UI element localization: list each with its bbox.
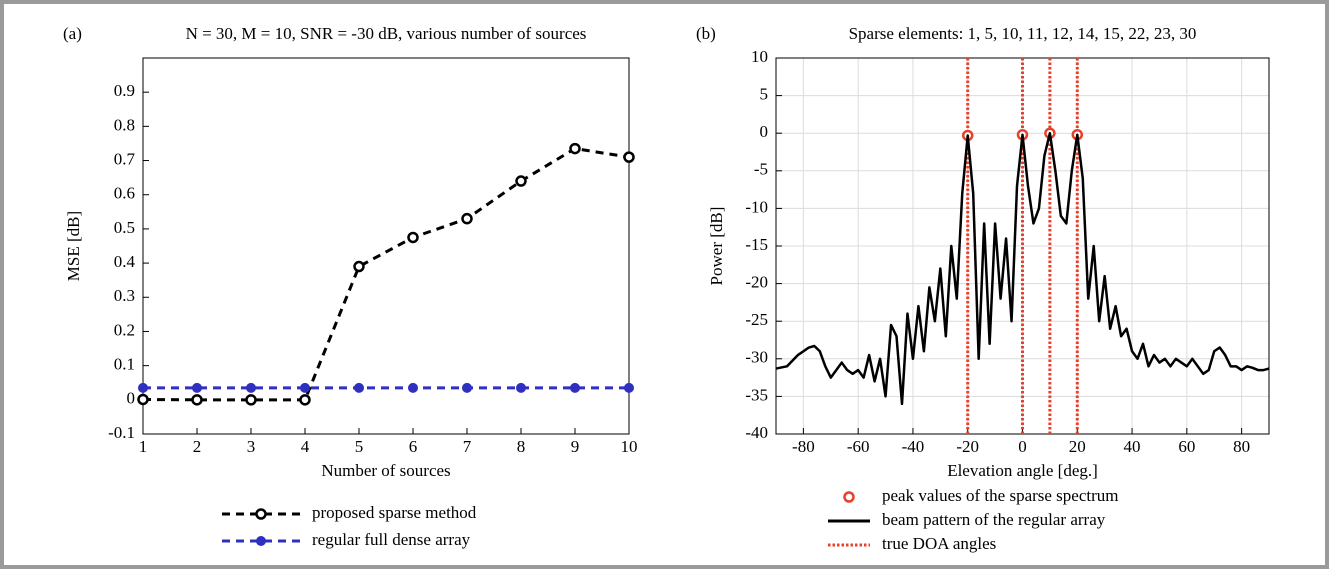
x-tick-label: -60 — [847, 437, 870, 456]
data-line — [142, 147, 630, 402]
marker — [570, 382, 580, 393]
x-tick-label: 9 — [571, 437, 580, 456]
plot-area — [142, 57, 630, 435]
marker — [299, 394, 311, 406]
y-tick-label: 0 — [760, 122, 769, 141]
y-tick-label: 0.9 — [114, 81, 135, 100]
y-axis-label: Power [dB] — [707, 207, 726, 286]
x-tick-label: 20 — [1069, 437, 1086, 456]
marker — [569, 142, 581, 155]
y-axis-label: MSE [dB] — [64, 211, 83, 281]
legend-label: proposed sparse method — [312, 503, 477, 522]
x-tick-label: -40 — [902, 437, 925, 456]
y-tick-label: -15 — [745, 235, 768, 254]
y-tick-label: 0.7 — [114, 149, 136, 168]
y-tick-label: -5 — [754, 160, 768, 179]
y-tick-label: -40 — [745, 423, 768, 442]
panel-label: (b) — [696, 24, 716, 43]
x-tick-label: 4 — [301, 437, 310, 456]
x-tick-label: 80 — [1233, 437, 1250, 456]
x-tick-label: 6 — [409, 437, 418, 456]
x-tick-label: 1 — [139, 437, 148, 456]
x-tick-label: 40 — [1124, 437, 1141, 456]
data-line — [775, 131, 1270, 406]
y-tick-label: -25 — [745, 310, 768, 329]
marker — [516, 382, 526, 393]
marker — [300, 382, 310, 393]
panel-label: (a) — [63, 24, 82, 43]
marker — [624, 382, 634, 393]
marker — [191, 394, 203, 406]
marker — [353, 260, 365, 273]
x-tick-label: 3 — [247, 437, 256, 456]
marker — [354, 382, 364, 393]
x-tick-label: 2 — [193, 437, 202, 456]
legend-label: peak values of the sparse spectrum — [882, 486, 1119, 505]
x-axis-label: Elevation angle [deg.] — [947, 461, 1098, 480]
marker — [255, 508, 267, 520]
x-axis-label: Number of sources — [321, 461, 450, 480]
x-tick-label: 10 — [621, 437, 638, 456]
y-tick-label: -20 — [745, 273, 768, 292]
chart-title: N = 30, M = 10, SNR = -30 dB, various nu… — [186, 24, 587, 43]
marker — [843, 491, 855, 503]
x-tick-label: 7 — [463, 437, 472, 456]
legend-label: true DOA angles — [882, 534, 996, 553]
y-tick-label: -30 — [745, 348, 768, 367]
marker — [245, 394, 257, 406]
y-tick-label: 0.6 — [114, 184, 135, 203]
x-tick-label: 60 — [1178, 437, 1195, 456]
x-tick-label: 5 — [355, 437, 364, 456]
y-tick-label: 5 — [760, 85, 769, 104]
x-tick-label: -20 — [956, 437, 979, 456]
marker — [137, 393, 149, 406]
x-tick-label: -80 — [792, 437, 815, 456]
y-tick-label: 0.2 — [114, 320, 135, 339]
y-tick-label: 10 — [751, 47, 768, 66]
marker — [256, 536, 266, 546]
marker — [407, 231, 419, 244]
y-tick-label: 0.4 — [114, 252, 136, 271]
marker — [138, 382, 148, 393]
marker — [461, 212, 473, 225]
legend-label: beam pattern of the regular array — [882, 510, 1106, 529]
marker — [462, 382, 472, 393]
y-tick-label: 0.8 — [114, 115, 135, 134]
y-tick-label: 0 — [127, 389, 136, 408]
marker — [515, 175, 527, 187]
y-tick-label: 0.5 — [114, 218, 135, 237]
y-tick-label: 0.3 — [114, 286, 135, 305]
chart-title: Sparse elements: 1, 5, 10, 11, 12, 14, 1… — [849, 24, 1197, 43]
legend-label: regular full dense array — [312, 530, 471, 549]
marker — [408, 382, 418, 393]
marker — [623, 151, 635, 163]
marker — [246, 382, 256, 393]
y-tick-label: 0.1 — [114, 355, 135, 374]
y-tick-label: -10 — [745, 197, 768, 216]
x-tick-label: 8 — [517, 437, 526, 456]
y-tick-label: -35 — [745, 385, 768, 404]
y-tick-label: -0.1 — [108, 423, 135, 442]
marker — [192, 382, 202, 393]
x-tick-label: 0 — [1018, 437, 1027, 456]
